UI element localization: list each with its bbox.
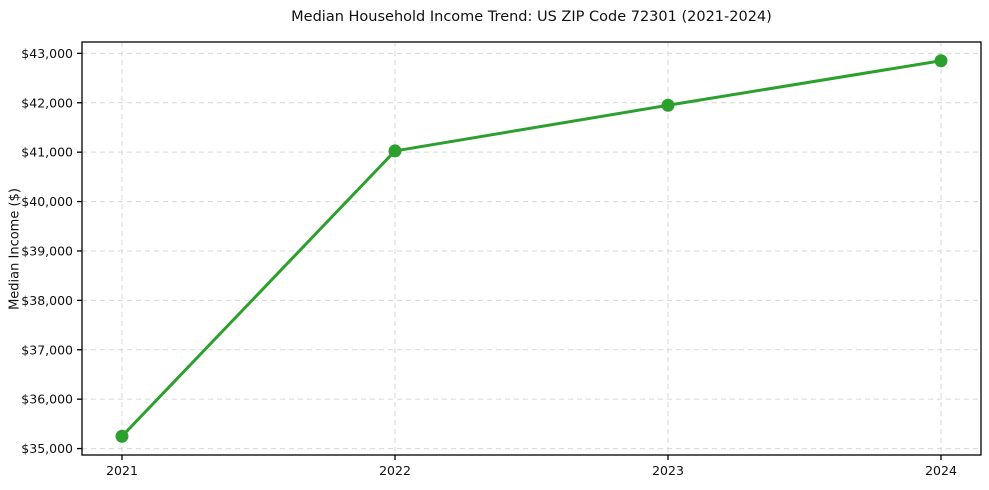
chart-title: Median Household Income Trend: US ZIP Co…: [291, 9, 772, 25]
x-tick-label: 2023: [652, 463, 684, 478]
y-tick-label: $43,000: [21, 46, 73, 61]
y-tick-label: $39,000: [21, 243, 73, 258]
data-line: [120, 59, 943, 438]
data-point: [115, 429, 129, 443]
y-tick-label: $40,000: [21, 194, 73, 209]
x-tick-label: 2024: [925, 463, 957, 478]
data-point: [388, 144, 402, 158]
y-tick-label: $38,000: [21, 293, 73, 308]
plot-border: [81, 41, 982, 456]
data-point: [661, 98, 675, 112]
y-tick-label: $41,000: [21, 145, 73, 160]
data-point: [934, 54, 948, 68]
y-tick-label: $36,000: [21, 392, 73, 407]
y-tick-label: $37,000: [21, 342, 73, 357]
x-tick-label: 2022: [379, 463, 411, 478]
y-tick-label: $35,000: [21, 441, 73, 456]
x-tick-label: 2021: [106, 463, 138, 478]
y-tick-label: $42,000: [21, 95, 73, 110]
